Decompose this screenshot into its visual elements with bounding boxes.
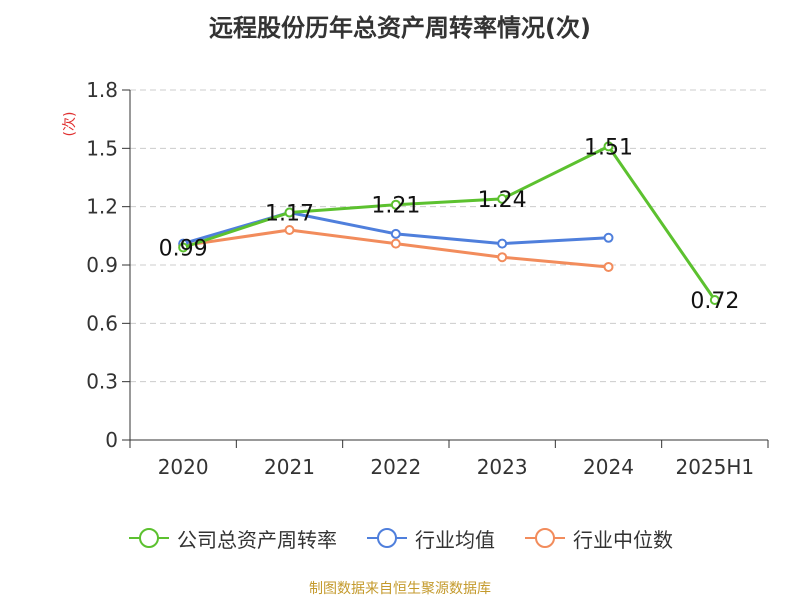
- chart-title: 远程股份历年总资产周转率情况(次): [209, 14, 591, 42]
- data-point: [497, 238, 508, 249]
- legend-item[interactable]: 行业中位数: [523, 524, 673, 553]
- x-tick-label: 2022: [370, 455, 421, 479]
- y-tick-label: 0: [105, 428, 118, 452]
- legend-label: 行业均值: [415, 527, 495, 552]
- x-tick-label: 2021: [264, 455, 315, 479]
- y-axis-label: (次): [62, 112, 78, 137]
- data-label: 1.24: [478, 188, 527, 213]
- series-line: [182, 144, 717, 301]
- y-tick-label: 0.3: [86, 370, 118, 394]
- data-label: 1.17: [265, 202, 314, 227]
- y-tick-label: 0.9: [86, 253, 118, 277]
- data-point: [497, 193, 508, 204]
- legend-item[interactable]: 行业均值: [365, 524, 495, 553]
- gridlines: [130, 89, 768, 383]
- y-tick-label: 1.5: [86, 136, 118, 160]
- series: [178, 141, 720, 305]
- data-point: [603, 261, 614, 272]
- x-tick-label: 2023: [477, 455, 528, 479]
- data-label: 1.21: [371, 194, 420, 219]
- data-point: [390, 238, 401, 249]
- data-point: [390, 199, 401, 210]
- data-labels: 0.99 1.17 1.21 1.24 1.51 0.72: [159, 135, 740, 314]
- axes: 0 0.3 0.6 0.9 1.2 1.5 1.8 2020 2021 2022 2023 2024 2…: [86, 78, 769, 479]
- legend-marker-icon: [525, 528, 565, 548]
- data-point: [709, 295, 720, 305]
- x-tick-label: 2025H1: [675, 455, 754, 479]
- y-tick-label: 1.8: [86, 78, 118, 102]
- data-point: [603, 141, 614, 152]
- data-label: 0.72: [690, 289, 739, 314]
- data-point: [497, 252, 508, 263]
- legend-marker-icon: [367, 528, 407, 548]
- data-point: [284, 207, 295, 218]
- x-tick-label: 2020: [158, 455, 209, 479]
- data-point: [603, 232, 614, 243]
- data-point: [178, 242, 189, 253]
- source-note: 制图数据来自恒生聚源数据库: [309, 581, 491, 597]
- x-tick-label: 2024: [583, 455, 634, 479]
- data-label: 0.99: [159, 237, 208, 262]
- legend-label: 公司总资产周转率: [177, 527, 337, 552]
- data-point: [284, 225, 295, 235]
- data-point: [390, 228, 401, 239]
- legend-item[interactable]: 公司总资产周转率: [127, 524, 337, 553]
- legend: 公司总资产周转率 行业均值 行业中位数: [0, 518, 800, 558]
- legend-label: 行业中位数: [573, 527, 673, 552]
- data-label: 1.51: [584, 135, 633, 160]
- legend-marker-icon: [129, 528, 169, 548]
- y-tick-label: 0.6: [86, 311, 118, 335]
- y-tick-label: 1.2: [86, 195, 118, 219]
